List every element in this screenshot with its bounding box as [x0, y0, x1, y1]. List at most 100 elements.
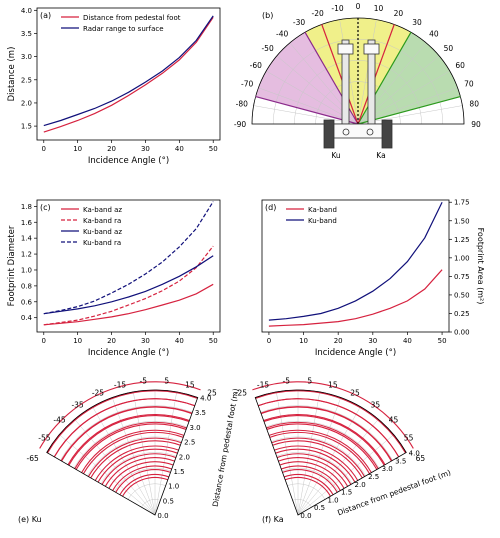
footprint-arc [82, 431, 184, 474]
angle-tick-label: -25 [92, 389, 104, 398]
footprint-arc [255, 390, 406, 454]
angle-tick-label: 45 [389, 416, 399, 425]
angle-tick-label: 80 [469, 100, 479, 109]
ring-gridline [141, 499, 161, 508]
radial-gridline [357, 19, 377, 125]
beam-ray [321, 24, 359, 125]
angle-tick-label: 30 [412, 18, 422, 27]
ka-beam-edge [357, 31, 412, 125]
radial-tick-label: 2.0 [355, 481, 366, 489]
y-tick-label: 4.0 [21, 7, 32, 15]
y-tick-label: 1.8 [21, 203, 32, 211]
angle-tick-label: -5 [139, 377, 147, 386]
y-tick-label: 2.5 [21, 76, 32, 84]
angle-tick-label: 25 [207, 389, 217, 398]
angle-tick-label: -90 [234, 120, 246, 129]
footprint-arc [283, 473, 334, 496]
footprint-arc [119, 473, 170, 496]
ku-antenna [337, 43, 354, 55]
angle-tick-label: -40 [276, 30, 288, 39]
series-line-1 [43, 245, 214, 326]
radial-axis-label: Distance from pedestal foot (m) [211, 388, 241, 508]
series-line-3 [43, 201, 214, 315]
legend-label: Radar range to surface [83, 25, 164, 33]
radial-gridline [253, 105, 359, 125]
x-tick-label: 30 [141, 145, 150, 153]
ring-gridline [276, 452, 353, 484]
radial-tick-label: 3.0 [382, 465, 393, 473]
footprint-arc [94, 445, 179, 481]
chart-a: 0 10 20 30 40 50 1.5 2.0 2.5 3.0 3.5 4.0 Incidence A… [7, 7, 221, 166]
ku-dish [342, 128, 350, 136]
plot-frame [36, 199, 221, 333]
x-axis-label: Incidence Angle (°) [88, 156, 169, 166]
y-tick-label: 1.0 [21, 266, 32, 274]
angle-tick-label: -80 [236, 100, 248, 109]
ring-gridline [100, 452, 177, 484]
angle-tick-label: -50 [261, 44, 273, 53]
angle-tick-label: -35 [71, 400, 83, 409]
angle-tick-label: 35 [371, 400, 381, 409]
ring-gridline [87, 436, 182, 477]
y-axis-label: Distance (m) [7, 47, 17, 102]
y-tick-label: 1.6 [21, 219, 33, 227]
ku-label: Ku [331, 151, 341, 160]
footprint-arc [281, 465, 341, 491]
x-tick-label: 10 [73, 145, 82, 153]
y-tick-label: 0.50 [454, 291, 470, 299]
instrument-sketch [323, 39, 393, 149]
footprint-arc [263, 414, 385, 466]
angle-tick-label: 25 [350, 389, 360, 398]
footprint-arc [81, 429, 185, 473]
radial-tick-label: 3.5 [195, 409, 206, 417]
y-tick-label: 0.00 [454, 329, 470, 337]
radial-tick-label: 1.0 [327, 496, 338, 504]
panel-label: (e) Ku [18, 515, 42, 524]
radial-tick-label: 1.5 [341, 489, 352, 497]
footprint-arc [282, 469, 338, 493]
radial-tick-label: 3.5 [395, 457, 406, 465]
x-tick-label: 10 [299, 337, 308, 345]
series-line-0 [43, 283, 214, 326]
footprint-arc [260, 406, 393, 462]
panel-label: (b) [262, 11, 273, 20]
x-tick-label: 10 [73, 337, 82, 345]
angle-tick-label: 50 [444, 44, 454, 53]
angle-tick-label: 10 [374, 4, 384, 13]
footprint-arc [74, 421, 187, 469]
ring-gridline [127, 483, 166, 500]
ring-gridline [287, 483, 326, 500]
footprint-arc [284, 476, 331, 497]
polar-frame [46, 389, 199, 516]
radial-gridline [258, 87, 359, 125]
angle-tick-label: -60 [250, 61, 262, 70]
y-tick-label: 0.25 [454, 310, 470, 318]
angle-tick-label: 40 [429, 30, 439, 39]
y-tick-label: 0.8 [21, 282, 32, 290]
ka-coverage-area [358, 32, 461, 124]
x-tick-label: 30 [141, 337, 150, 345]
y-tick-label: 1.2 [21, 251, 32, 259]
footprint-arc [269, 431, 371, 474]
y-tick-label: 0.75 [454, 273, 470, 281]
y-tick-label: 1.50 [454, 217, 470, 225]
chart-c: 0 10 20 30 40 50 0.4 0.6 0.8 1.0 1.2 1.4 1.6 1.8 Incid… [7, 199, 221, 358]
footprint-arc [90, 440, 181, 479]
radial-tick-label: 0.5 [163, 497, 174, 505]
legend-label: Ka-band [308, 206, 337, 214]
ring-gridline [60, 405, 193, 461]
pedestal-base [329, 123, 387, 139]
angle-tick-label: 90 [471, 120, 481, 129]
radial-tick-label: 0.5 [314, 504, 325, 512]
radial-tick-label: 0.0 [300, 512, 311, 520]
footprint-arc [268, 429, 372, 473]
x-tick-label: 40 [403, 337, 412, 345]
plot-frame [36, 7, 221, 141]
footprint-arc [274, 445, 359, 481]
angle-tick-label: 15 [185, 381, 195, 390]
series-line-1 [43, 15, 214, 127]
radial-tick-label: 4.0 [200, 395, 211, 403]
footprint-arc [104, 457, 175, 487]
legend-label: Ka-band ra [83, 217, 121, 225]
